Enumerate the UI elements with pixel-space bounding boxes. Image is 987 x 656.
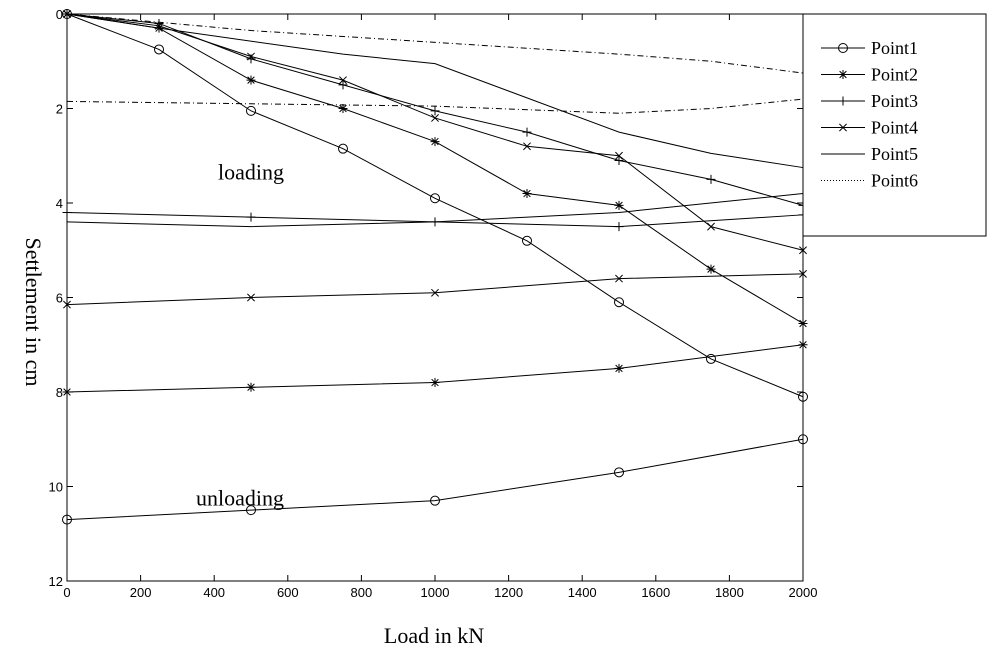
star-marker <box>430 378 440 388</box>
star-marker <box>246 75 256 85</box>
loading-line <box>66 13 804 398</box>
x-tick-label: 2000 <box>789 585 818 600</box>
series-point6 <box>66 13 804 114</box>
x-marker <box>615 151 623 160</box>
star-marker <box>706 264 716 274</box>
star-marker <box>246 382 256 392</box>
x-tick-label: 600 <box>277 585 299 600</box>
plus-marker <box>522 127 532 137</box>
legend-box <box>802 13 987 237</box>
legend-item-point4: Point4 <box>821 118 918 138</box>
circle-marker <box>706 353 716 364</box>
series-point5 <box>66 13 804 228</box>
annotations: loading unloading <box>196 159 284 510</box>
x-tick-label: 1200 <box>494 585 523 600</box>
circle-marker <box>614 297 624 308</box>
circle-marker <box>614 467 624 478</box>
star-marker <box>798 318 808 328</box>
series-point2 <box>62 9 808 397</box>
x-tick-label: 400 <box>203 585 225 600</box>
legend-label: Point4 <box>871 118 918 138</box>
circle-marker <box>246 105 256 116</box>
circle-marker <box>154 44 164 55</box>
annotation-unloading: unloading <box>196 485 284 510</box>
star-marker <box>522 189 532 199</box>
star-marker <box>798 340 808 350</box>
legend-item-point5: Point5 <box>821 144 918 164</box>
unloading-line <box>66 438 804 521</box>
annotation-loading: loading <box>218 159 284 184</box>
unloading-line <box>66 193 804 228</box>
plus-marker <box>706 174 716 184</box>
circle-marker <box>430 495 440 506</box>
y-tick-label: 4 <box>56 196 63 211</box>
unloading-line <box>66 98 804 114</box>
x-marker <box>431 288 439 297</box>
x-marker <box>63 300 71 309</box>
circle-marker <box>338 143 348 154</box>
x-tick-label: 200 <box>130 585 152 600</box>
x-tick-label: 0 <box>63 585 70 600</box>
y-tick-label: 0 <box>56 7 63 22</box>
circle-marker <box>522 235 532 246</box>
x-marker <box>615 274 623 283</box>
star-marker <box>838 70 848 79</box>
legend-item-point2: Point2 <box>821 65 918 85</box>
y-tick-label: 2 <box>56 102 63 117</box>
x-tick-label: 800 <box>351 585 373 600</box>
legend-label: Point2 <box>871 65 918 85</box>
y-tick-label: 10 <box>49 480 63 495</box>
x-marker <box>247 293 255 302</box>
x-marker <box>799 246 807 255</box>
legend: Point1 Point2 Point3 Point4 Point5 Point6 <box>802 13 987 237</box>
circle-marker <box>838 43 848 53</box>
legend-item-point3: Point3 <box>821 91 918 111</box>
star-marker <box>62 387 72 397</box>
x-axis-label: Load in kN <box>384 623 484 648</box>
star-marker <box>614 363 624 373</box>
y-tick-label: 12 <box>49 574 63 589</box>
circle-marker <box>62 514 72 525</box>
loading-line <box>66 13 804 169</box>
circle-marker <box>246 505 256 516</box>
star-marker <box>430 137 440 147</box>
y-axis: 0 2 4 6 8 10 12 <box>49 7 803 589</box>
circle-marker <box>798 391 808 402</box>
plus-marker <box>430 106 440 116</box>
circle-marker <box>798 434 808 445</box>
plus-marker <box>62 207 72 217</box>
x-axis: 0 200 400 600 800 1000 1200 1400 1600 1800 2000 <box>63 14 817 600</box>
x-marker <box>839 123 847 132</box>
star-marker <box>338 104 348 113</box>
x-tick-label: 1800 <box>715 585 744 600</box>
series-point1 <box>62 9 808 525</box>
plus-marker <box>614 222 624 232</box>
legend-label: Point3 <box>871 91 918 111</box>
plus-marker <box>838 96 848 106</box>
x-marker <box>431 113 439 122</box>
legend-item-point6: Point6 <box>821 171 918 191</box>
x-tick-label: 1400 <box>568 585 597 600</box>
plus-marker <box>338 80 348 90</box>
y-axis-label: Settlement in cm <box>21 237 46 386</box>
y-tick-label: 6 <box>56 291 63 306</box>
x-marker <box>799 269 807 278</box>
series-layer <box>62 9 808 525</box>
x-marker <box>247 52 255 61</box>
star-marker <box>614 200 624 210</box>
plus-marker <box>614 155 624 165</box>
legend-label: Point1 <box>871 38 918 58</box>
x-marker <box>523 142 531 151</box>
plus-marker <box>246 212 256 222</box>
circle-marker <box>430 193 440 204</box>
x-tick-label: 1600 <box>641 585 670 600</box>
x-tick-label: 1000 <box>421 585 450 600</box>
legend-label: Point5 <box>871 144 918 164</box>
x-marker <box>339 76 347 85</box>
legend-label: Point6 <box>871 171 918 191</box>
legend-item-point1: Point1 <box>821 38 918 58</box>
y-tick-label: 8 <box>56 385 63 400</box>
x-marker <box>707 222 715 231</box>
